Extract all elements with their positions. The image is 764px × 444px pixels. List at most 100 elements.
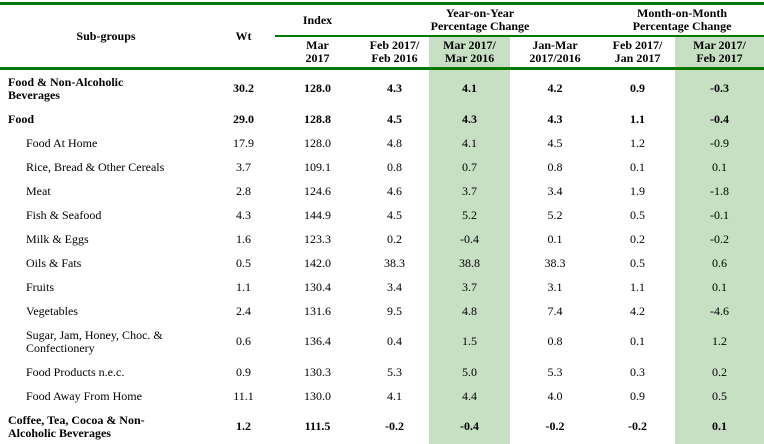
table-row: Rice, Bread & Other Cereals 3.7 109.1 0.8 0.… [0, 155, 764, 179]
header-subgroups: Sub-groups [0, 3, 212, 70]
cell-mom-feb: 0.3 [630, 364, 646, 379]
cell-yoy-feb: 4.3 [387, 81, 402, 95]
cell-yoy-mar: 4.8 [429, 299, 510, 323]
cell-yoy-feb: 3.4 [387, 279, 402, 294]
cell-mom-feb: 0.9 [630, 388, 646, 403]
header-yoy-mar: Mar 2017/ Mar 2016 [429, 36, 510, 70]
cell-mom-feb: 0.2 [630, 231, 646, 246]
cell-index: 111.5 [304, 419, 331, 433]
cell-yoy-janmar: 0.8 [547, 334, 563, 348]
cell-index: 128.0 [304, 135, 331, 150]
cell-mom-mar: -0.4 [675, 107, 764, 131]
header-yoy-group: Year-on-Year Percentage Change [360, 3, 601, 37]
cell-mom-mar: 0.1 [675, 155, 764, 179]
cell-yoy-janmar: 5.3 [547, 364, 563, 379]
cell-mom-feb: 0.1 [630, 334, 646, 348]
cell-wt: 4.3 [236, 207, 251, 222]
cell-yoy-feb: 4.5 [387, 207, 402, 222]
cell-yoy-feb: 38.3 [384, 255, 405, 270]
cell-wt: 0.5 [236, 255, 251, 270]
table-row: Meat 2.8 124.6 4.6 3.7 3.4 1.9 -1.8 [0, 179, 764, 203]
cell-mom-feb: 1.9 [630, 183, 646, 198]
subgroup-cell: Meat [26, 183, 51, 198]
cell-yoy-feb: 0.8 [387, 159, 402, 174]
cell-mom-mar: 0.1 [675, 408, 764, 444]
cell-mom-feb: 0.9 [630, 81, 646, 95]
cell-index: 131.6 [304, 303, 331, 318]
cell-yoy-mar: -0.4 [429, 408, 510, 444]
cell-mom-feb: 0.5 [630, 207, 646, 222]
cell-mom-mar: 0.5 [675, 384, 764, 408]
subgroup-cell: Fish & Seafood [26, 207, 102, 222]
subgroup-cell: Fruits [26, 279, 55, 294]
cell-mom-mar: -0.9 [675, 131, 764, 155]
cell-wt: 1.1 [236, 279, 251, 294]
cell-wt: 30.2 [233, 81, 254, 95]
cell-mom-feb: 1.1 [630, 111, 646, 126]
cell-index: 142.0 [304, 255, 331, 270]
cell-mom-feb: 1.1 [630, 279, 646, 294]
cell-yoy-mar: 38.8 [429, 251, 510, 275]
cell-mom-mar: -0.3 [675, 68, 764, 107]
cell-wt: 3.7 [236, 159, 251, 174]
cell-index: 130.3 [304, 364, 331, 379]
subgroup-cell: Vegetables [26, 303, 78, 318]
table-row: Milk & Eggs 1.6 123.3 0.2 -0.4 0.1 0.2 -0.2 [0, 227, 764, 251]
table-row: Food 29.0 128.8 4.5 4.3 4.3 1.1 -0.4 [0, 107, 764, 131]
cell-yoy-janmar: 4.2 [547, 81, 563, 95]
table-body: Food & Non-Alcoholic Beverages 30.2 128.0 4… [0, 68, 764, 444]
cell-yoy-mar: 5.0 [429, 360, 510, 384]
cell-yoy-mar: 5.2 [429, 203, 510, 227]
subgroup-cell: Food At Home [26, 135, 98, 150]
cell-yoy-mar: -0.4 [429, 227, 510, 251]
cell-mom-feb: 0.1 [630, 159, 646, 174]
cell-yoy-feb: 4.1 [387, 388, 402, 403]
cell-yoy-janmar: 0.1 [547, 231, 563, 246]
cell-yoy-mar: 4.1 [429, 68, 510, 107]
cell-yoy-janmar: 3.1 [547, 279, 563, 294]
cell-yoy-mar: 4.3 [429, 107, 510, 131]
subgroup-cell: Coffee, Tea, Cocoa & Non- Alcoholic Beve… [8, 412, 145, 440]
cell-index: 136.4 [304, 334, 331, 348]
header-yoy-janmar: Jan-Mar 2017/2016 [510, 36, 601, 70]
table-header: Sub-groups Wt Index Year-on-Year Percent… [0, 3, 764, 70]
cell-wt: 17.9 [233, 135, 254, 150]
cell-mom-feb: 0.5 [630, 255, 646, 270]
cell-yoy-feb: 0.2 [387, 231, 402, 246]
cell-yoy-janmar: -0.2 [545, 419, 565, 433]
cell-index: 130.4 [304, 279, 331, 294]
cell-yoy-janmar: 38.3 [544, 255, 566, 270]
cell-yoy-janmar: 0.8 [547, 159, 563, 174]
cell-yoy-feb: -0.2 [385, 419, 404, 433]
table-row: Food Away From Home 11.1 130.0 4.1 4.4 4.0 0.9… [0, 384, 764, 408]
cell-index: 128.8 [304, 111, 331, 126]
cell-index: 144.9 [304, 207, 331, 222]
cell-index: 109.1 [304, 159, 331, 174]
cell-index: 130.0 [304, 388, 331, 403]
table-row: Oils & Fats 0.5 142.0 38.3 38.8 38.3 0.5 0.6 [0, 251, 764, 275]
subgroup-cell: Oils & Fats [26, 255, 82, 270]
cell-yoy-janmar: 3.4 [547, 183, 563, 198]
cell-index: 123.3 [304, 231, 331, 246]
cell-mom-mar: -4.6 [675, 299, 764, 323]
cell-wt: 0.9 [236, 364, 251, 379]
cell-yoy-feb: 9.5 [387, 303, 402, 318]
table-row: Fruits 1.1 130.4 3.4 3.7 3.1 1.1 0.1 [0, 275, 764, 299]
cell-wt: 1.2 [236, 419, 251, 433]
header-index: Index [275, 3, 360, 37]
table-row: Vegetables 2.4 131.6 9.5 4.8 7.4 4.2 -4.6 [0, 299, 764, 323]
table-row: Food At Home 17.9 128.0 4.8 4.1 4.5 1.2 -0.9 [0, 131, 764, 155]
table-row: Food Products n.e.c. 0.9 130.3 5.3 5.0 5.3 0.3… [0, 360, 764, 384]
header-mom-feb: Feb 2017/ Jan 2017 [600, 36, 676, 70]
subgroup-cell: Food Away From Home [26, 388, 142, 403]
cell-index: 128.0 [304, 81, 331, 95]
cell-yoy-mar: 3.7 [429, 275, 510, 299]
cell-yoy-feb: 4.6 [387, 183, 402, 198]
subgroup-cell: Food [8, 111, 35, 126]
header-wt: Wt [212, 3, 275, 70]
cell-mom-mar: 1.2 [675, 323, 764, 360]
subgroup-cell: Food & Non-Alcoholic Beverages [8, 74, 124, 102]
cell-yoy-mar: 0.7 [429, 155, 510, 179]
